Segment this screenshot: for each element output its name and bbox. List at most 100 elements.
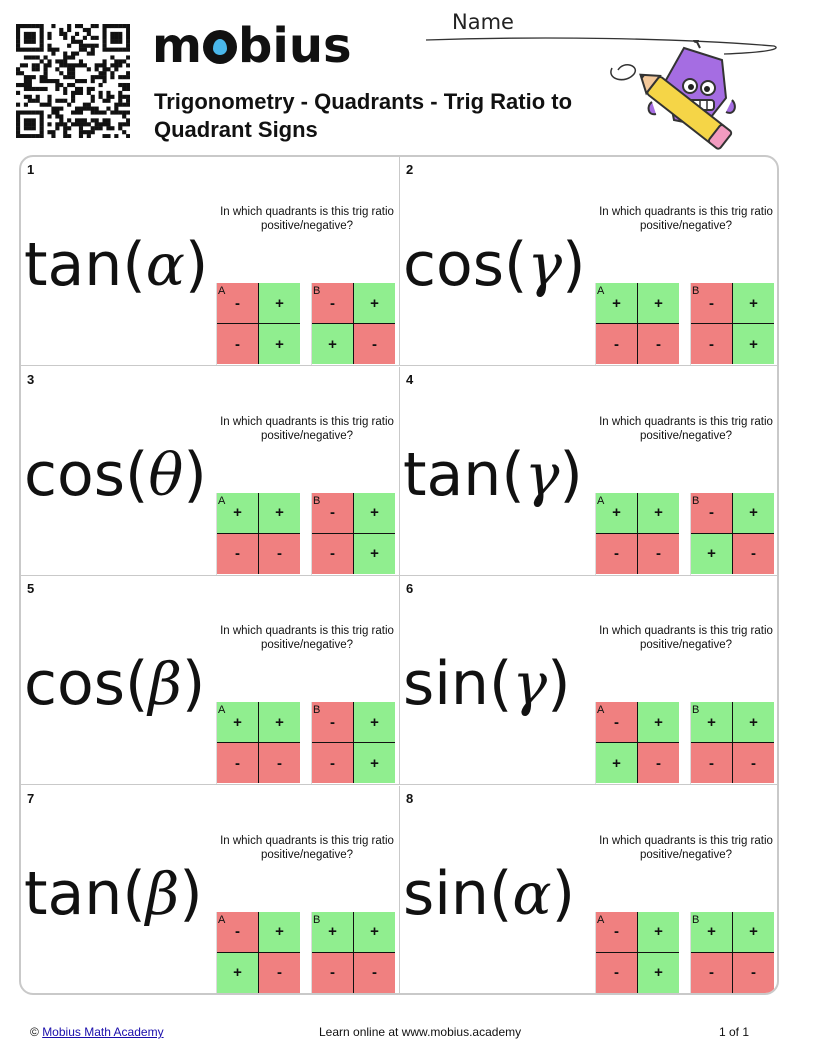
answer-option-b[interactable]: B + + - - xyxy=(690,911,775,993)
option-letter: B xyxy=(692,494,700,507)
answer-option-a[interactable]: A - + - + xyxy=(216,283,301,365)
problem-cell: 4 tan(γ) In which quadrants is this trig r… xyxy=(400,367,777,576)
problem-grid: 1 tan(α) In which quadrants is this trig r… xyxy=(19,155,779,995)
problem-cell: 5 cos(β) In which quadrants is this trig r… xyxy=(21,576,400,785)
answer-option-b[interactable]: B - + + - xyxy=(311,283,396,365)
quadrant-sign: - xyxy=(312,492,354,534)
quadrant-sign: + xyxy=(733,911,774,953)
question-text: In which quadrants is this trig ratio po… xyxy=(220,206,394,232)
quadrant-sign: - xyxy=(596,533,638,574)
answer-option-a[interactable]: A - + + - xyxy=(216,911,301,993)
quadrant-sign: + xyxy=(259,702,300,743)
trig-expression: cos(θ) xyxy=(24,439,207,510)
quadrant-sign: + xyxy=(691,911,733,953)
quadrant-sign: + xyxy=(259,911,300,953)
quadrant-sign: + xyxy=(638,283,679,324)
problem-number: 1 xyxy=(27,162,35,177)
footer-copyright: © Mobius Math Academy xyxy=(30,1025,164,1039)
quadrant-sign: - xyxy=(733,952,774,993)
problem-cell: 6 sin(γ) In which quadrants is this trig r… xyxy=(400,576,777,785)
angle-variable: β xyxy=(148,650,182,718)
quadrant-sign: - xyxy=(691,492,733,534)
problem-cell: 2 cos(γ) In which quadrants is this trig r… xyxy=(400,157,777,366)
quadrant-sign: + xyxy=(638,492,679,534)
problem-number: 3 xyxy=(27,371,35,387)
problem-number: 4 xyxy=(406,371,414,387)
page-number: 1 of 1 xyxy=(719,1025,750,1039)
trig-function: sin xyxy=(403,858,489,929)
quadrant-sign: + xyxy=(217,492,259,534)
quadrant-sign: - xyxy=(354,324,395,364)
option-letter: A xyxy=(597,704,605,716)
quadrant-sign: - xyxy=(312,702,354,743)
trig-expression: tan(α) xyxy=(24,230,209,300)
quadrant-sign: + xyxy=(354,533,395,574)
option-letter: B xyxy=(313,704,321,716)
answer-option-b[interactable]: B - + - + xyxy=(311,702,396,784)
quadrant-sign: - xyxy=(691,324,733,364)
quadrant-sign: + xyxy=(312,911,354,953)
trig-expression: cos(β) xyxy=(24,649,206,719)
quadrant-sign: - xyxy=(733,743,774,783)
problem-number: 6 xyxy=(406,581,414,596)
trig-function: tan xyxy=(403,439,502,510)
answer-option-a[interactable]: A - + + - xyxy=(595,702,680,784)
option-letter: B xyxy=(692,285,700,297)
option-letter: A xyxy=(218,704,226,716)
quadrant-sign: + xyxy=(259,283,300,324)
quadrant-sign: - xyxy=(596,702,638,743)
problem-number: 8 xyxy=(406,790,414,806)
option-letter: A xyxy=(218,913,226,926)
problem-cell: 3 cos(θ) In which quadrants is this trig r… xyxy=(21,366,400,576)
problem-cell: 8 sin(α) In which quadrants is this trig r… xyxy=(400,786,777,993)
quadrant-sign: - xyxy=(638,324,679,364)
question-text: In which quadrants is this trig ratio po… xyxy=(220,415,394,442)
option-letter: A xyxy=(597,494,605,507)
quadrant-sign: - xyxy=(217,533,259,574)
quadrant-sign: + xyxy=(733,702,774,743)
question-text: In which quadrants is this trig ratio po… xyxy=(599,625,773,651)
question-text: In which quadrants is this trig ratio po… xyxy=(220,625,394,651)
option-letter: A xyxy=(218,494,226,507)
name-line xyxy=(425,37,777,55)
answer-option-a[interactable]: A + + - - xyxy=(216,702,301,784)
quadrant-sign: + xyxy=(217,702,259,743)
question-text: In which quadrants is this trig ratio po… xyxy=(220,834,394,861)
answer-option-b[interactable]: B - + - + xyxy=(690,283,775,365)
quadrant-sign: + xyxy=(733,283,774,324)
quadrant-sign: + xyxy=(638,952,679,993)
quadrant-sign: - xyxy=(638,743,679,783)
answer-option-a[interactable]: A + + - - xyxy=(595,492,680,575)
trig-function: tan xyxy=(24,858,123,929)
quadrant-sign: - xyxy=(312,743,354,783)
quadrant-sign: + xyxy=(354,702,395,743)
quadrant-sign: + xyxy=(638,702,679,743)
quadrant-sign: - xyxy=(312,952,354,993)
logo-drop-icon xyxy=(203,30,238,64)
answer-option-b[interactable]: B + + - - xyxy=(311,911,396,993)
option-letter: B xyxy=(313,913,321,926)
answer-option-a[interactable]: A + + - - xyxy=(595,283,680,365)
quadrant-sign: + xyxy=(259,324,300,364)
footer-center-text: Learn online at www.mobius.academy xyxy=(319,1025,522,1039)
answer-option-b[interactable]: B - + + - xyxy=(690,492,775,575)
quadrant-sign: + xyxy=(354,283,395,324)
quadrant-sign: - xyxy=(733,533,774,574)
mobius-academy-link[interactable]: Mobius Math Academy xyxy=(42,1025,164,1039)
quadrant-sign: - xyxy=(312,283,354,324)
answer-option-b[interactable]: B + + - - xyxy=(690,702,775,784)
quadrant-sign: - xyxy=(691,743,733,783)
quadrant-sign: + xyxy=(638,911,679,953)
quadrant-sign: - xyxy=(596,324,638,364)
answer-option-a[interactable]: A + + - - xyxy=(216,492,301,575)
quadrant-sign: - xyxy=(217,324,259,364)
quadrant-sign: - xyxy=(217,283,259,324)
trig-expression: sin(γ) xyxy=(403,649,571,719)
quadrant-sign: + xyxy=(596,283,638,324)
answer-option-b[interactable]: B - + - + xyxy=(311,492,396,575)
trig-expression: sin(α) xyxy=(403,858,575,929)
trig-expression: cos(γ) xyxy=(403,230,586,300)
quadrant-sign: - xyxy=(691,952,733,993)
problem-cell: 1 tan(α) In which quadrants is this trig r… xyxy=(21,157,400,366)
answer-option-a[interactable]: A - + - + xyxy=(595,911,680,993)
